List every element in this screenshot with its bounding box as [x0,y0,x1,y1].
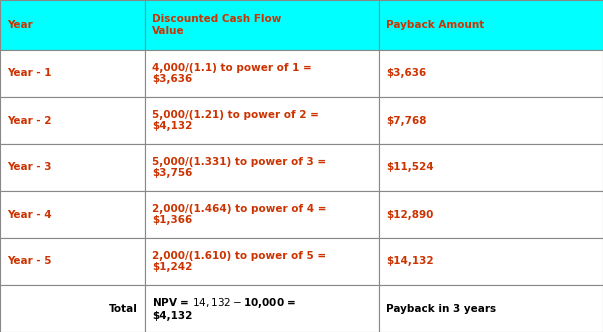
Text: 2,000/(1.610) to power of 5 =
$1,242: 2,000/(1.610) to power of 5 = $1,242 [152,251,326,272]
Bar [0,191,145,238]
Bar [0,144,145,191]
Bar [145,285,379,332]
Bar [0,0,145,50]
Text: Year: Year [7,20,33,30]
Text: Year - 5: Year - 5 [7,257,51,267]
Bar [0,97,145,144]
Text: Payback Amount: Payback Amount [386,20,484,30]
Text: $7,768: $7,768 [386,116,426,125]
Bar [379,191,603,238]
Text: $12,890: $12,890 [386,209,434,219]
Text: $3,636: $3,636 [386,68,426,78]
Bar [0,238,145,285]
Text: NPV = $14,132 - $10,000 =
$4,132: NPV = $14,132 - $10,000 = $4,132 [152,296,297,321]
Text: 2,000/(1.464) to power of 4 =
$1,366: 2,000/(1.464) to power of 4 = $1,366 [152,204,326,225]
Text: 5,000/(1.21) to power of 2 =
$4,132: 5,000/(1.21) to power of 2 = $4,132 [152,110,319,131]
Bar [379,97,603,144]
Text: Year - 1: Year - 1 [7,68,51,78]
Bar [145,191,379,238]
Text: $14,132: $14,132 [386,257,434,267]
Bar [145,238,379,285]
Bar [379,285,603,332]
Bar [145,0,379,50]
Text: $11,524: $11,524 [386,162,434,173]
Text: Total: Total [109,303,138,313]
Text: Discounted Cash Flow
Value: Discounted Cash Flow Value [152,14,281,36]
Text: Year - 3: Year - 3 [7,162,51,173]
Text: 5,000/(1.331) to power of 3 =
$3,756: 5,000/(1.331) to power of 3 = $3,756 [152,157,326,178]
Bar [379,144,603,191]
Text: Payback in 3 years: Payback in 3 years [386,303,496,313]
Bar [379,0,603,50]
Text: Year - 4: Year - 4 [7,209,52,219]
Bar [0,285,145,332]
Bar [145,144,379,191]
Bar [379,50,603,97]
Bar [0,50,145,97]
Text: Year - 2: Year - 2 [7,116,51,125]
Bar [145,97,379,144]
Bar [379,238,603,285]
Text: 4,000/(1.1) to power of 1 =
$3,636: 4,000/(1.1) to power of 1 = $3,636 [152,63,312,84]
Bar [145,50,379,97]
